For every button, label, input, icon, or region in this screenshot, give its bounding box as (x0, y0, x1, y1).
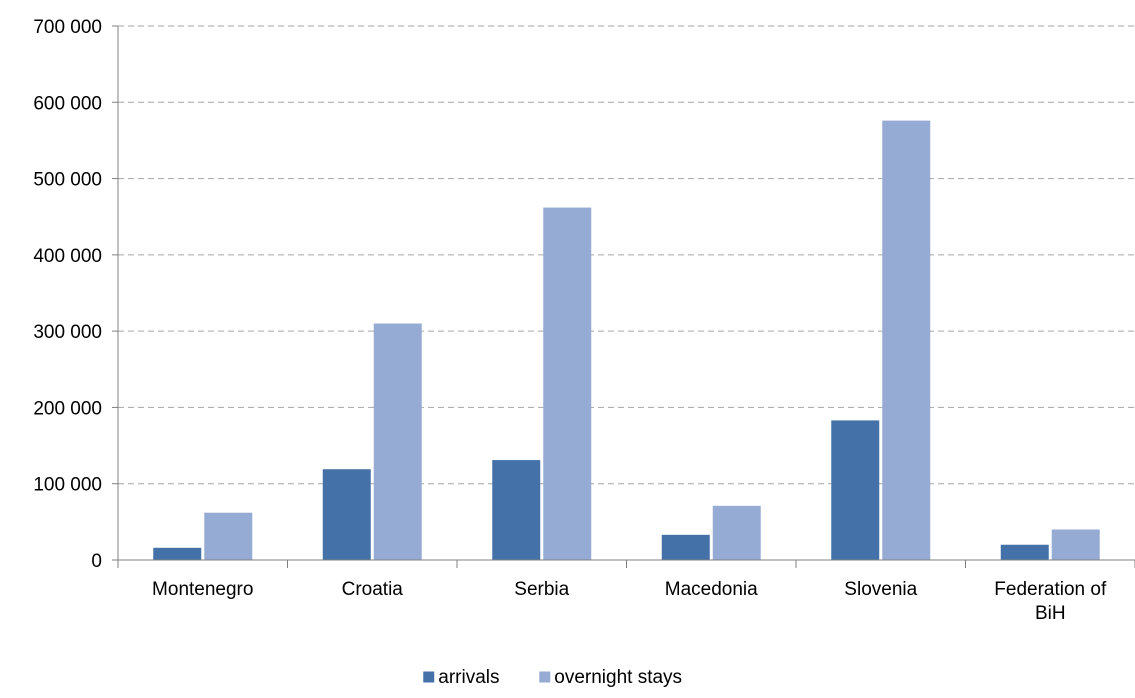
bar-arrivals-0 (153, 547, 202, 560)
bar-arrivals-3 (661, 534, 710, 560)
legend: arrivals overnight stays (423, 667, 682, 688)
x-tick-label: Croatia (342, 579, 404, 600)
legend-label-arrivals: arrivals (438, 667, 499, 688)
axes (112, 25, 1135, 568)
legend-swatch-overnight-stays (539, 671, 551, 683)
y-tick-label: 300 000 (33, 322, 102, 343)
legend-label-overnight-stays: overnight stays (554, 667, 682, 688)
y-tick-label: 600 000 (33, 93, 102, 114)
bar-overnight-stays-3 (712, 505, 761, 560)
y-tick-label: 700 000 (33, 17, 102, 38)
bars (153, 120, 1100, 560)
bar-arrivals-4 (831, 420, 880, 560)
y-tick-label: 0 (91, 551, 102, 572)
grid-lines (118, 25, 1135, 485)
x-tick-label: Slovenia (844, 579, 917, 600)
x-tick-label: Montenegro (152, 579, 253, 600)
y-tick-label: 100 000 (33, 475, 102, 496)
x-tick-labels: Montenegro Croatia Serbia Macedonia Slovenia… (152, 579, 1107, 624)
y-tick-label: 500 000 (33, 170, 102, 191)
bar-arrivals-5 (1000, 544, 1049, 560)
bar-overnight-stays-2 (543, 207, 592, 560)
bar-overnight-stays-1 (373, 323, 422, 560)
y-tick-label: 400 000 (33, 246, 102, 267)
bar-arrivals-1 (322, 469, 371, 560)
x-tick-label: Serbia (514, 579, 569, 600)
y-tick-label: 200 000 (33, 398, 102, 419)
bar-overnight-stays-5 (1051, 529, 1100, 560)
bar-arrivals-2 (492, 460, 541, 560)
bar-overnight-stays-4 (882, 120, 931, 560)
x-tick-label: Macedonia (665, 579, 758, 600)
bar-overnight-stays-0 (204, 512, 253, 560)
y-tick-labels: 0 100 000 200 000 300 000 400 000 500 000 600 … (33, 17, 102, 572)
x-tick-label: Federation of BiH (994, 579, 1107, 624)
legend-swatch-arrivals (423, 671, 435, 683)
